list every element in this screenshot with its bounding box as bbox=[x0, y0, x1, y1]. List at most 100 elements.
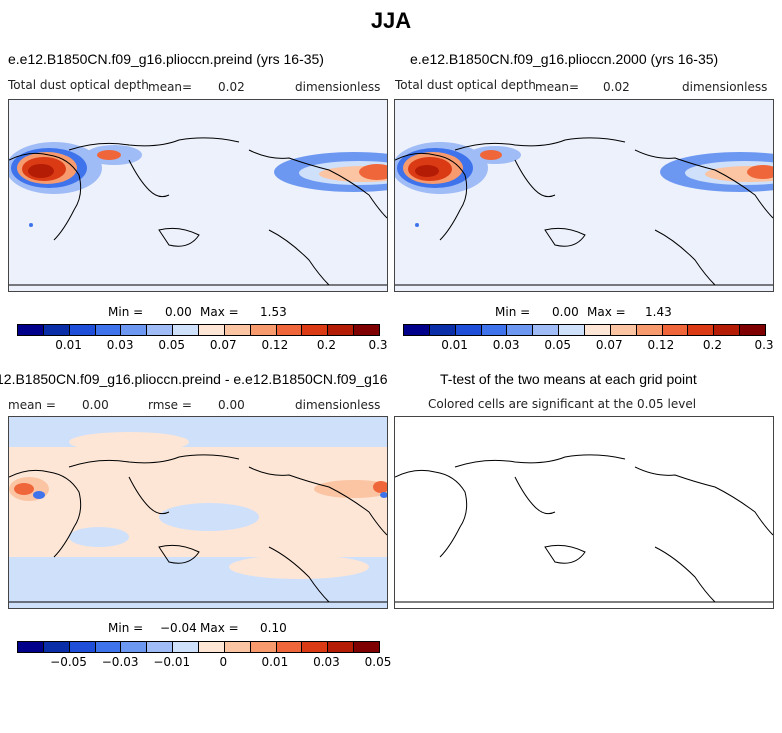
panel3-diff-field bbox=[9, 417, 387, 608]
panel1-map bbox=[8, 99, 388, 292]
colorbar-tick-label: 0.05 bbox=[364, 655, 392, 669]
colorbar-tick-label: −0.01 bbox=[153, 655, 191, 669]
colorbar-segment bbox=[18, 325, 44, 335]
colorbar-tick-label: 0.03 bbox=[492, 338, 520, 352]
colorbar-segment bbox=[662, 325, 689, 335]
colorbar-tick-label: 0.3 bbox=[754, 338, 774, 352]
colorbar-segment bbox=[585, 325, 611, 335]
panel3-title-clip: e.e12.B1850CN.f09_g16.plioccn.preind - e… bbox=[0, 371, 388, 391]
panel1-max-value: 1.53 bbox=[260, 305, 287, 319]
panel2-colorbar bbox=[403, 324, 766, 336]
colorbar-segment bbox=[328, 325, 355, 335]
panel1-min-value: 0.00 bbox=[165, 305, 192, 319]
colorbar-segment bbox=[121, 642, 148, 652]
colorbar-segment bbox=[224, 325, 251, 335]
colorbar-tick-label: 0.01 bbox=[261, 655, 289, 669]
colorbar-segment bbox=[18, 642, 44, 652]
panel4-map-svg bbox=[395, 454, 773, 603]
colorbar-tick-label: 0.2 bbox=[702, 338, 722, 352]
panel4-map bbox=[394, 416, 774, 609]
panel1-max-label: Max = bbox=[200, 305, 239, 319]
colorbar-segment bbox=[354, 325, 380, 335]
colorbar-segment bbox=[302, 325, 329, 335]
panel3-max-value: 0.10 bbox=[260, 621, 287, 635]
colorbar-segment bbox=[173, 325, 200, 335]
colorbar-segment bbox=[121, 325, 148, 335]
colorbar-segment bbox=[199, 325, 225, 335]
colorbar-segment bbox=[95, 325, 122, 335]
colorbar-tick-label: 0.01 bbox=[55, 338, 82, 352]
colorbar-segment bbox=[276, 642, 303, 652]
panel2-units: dimensionless bbox=[682, 80, 768, 94]
colorbar-segment bbox=[533, 325, 560, 335]
panel1-mean-value: 0.02 bbox=[218, 80, 245, 94]
panel3-min-label: Min = bbox=[108, 621, 144, 635]
panel2-map-svg bbox=[395, 100, 773, 291]
colorbar-tick-label: 0 bbox=[219, 655, 228, 669]
panel3-units: dimensionless bbox=[295, 398, 381, 412]
colorbar-segment bbox=[147, 325, 174, 335]
colorbar-tick-label: 0.03 bbox=[106, 338, 134, 352]
colorbar-segment bbox=[455, 325, 482, 335]
panel3-coastlines bbox=[9, 454, 387, 603]
panel3-max-label: Max = bbox=[200, 621, 239, 635]
colorbar-segment bbox=[688, 325, 715, 335]
panel1-dust-field bbox=[9, 100, 387, 291]
colorbar-segment bbox=[302, 642, 329, 652]
colorbar-tick-label: 0.12 bbox=[261, 338, 289, 352]
panel2-max-value: 1.43 bbox=[645, 305, 672, 319]
colorbar-tick-label: 0.07 bbox=[209, 338, 237, 352]
colorbar-segment bbox=[199, 642, 225, 652]
panel2-mean-label: mean= bbox=[535, 80, 580, 94]
panel2-coastlines bbox=[395, 137, 773, 286]
panel3-mean-value: 0.00 bbox=[82, 398, 109, 412]
panel4-subtitle: Colored cells are significant at the 0.0… bbox=[428, 397, 697, 411]
panel2-min-value: 0.00 bbox=[552, 305, 579, 319]
panel1-title: e.e12.B1850CN.f09_g16.plioccn.preind (yr… bbox=[8, 51, 324, 67]
colorbar-segment bbox=[404, 325, 430, 335]
colorbar-segment bbox=[559, 325, 586, 335]
colorbar-segment bbox=[69, 642, 96, 652]
panel3-mean-label: mean = bbox=[8, 398, 56, 412]
panel1-colorbar bbox=[17, 324, 380, 336]
colorbar-segment bbox=[43, 642, 70, 652]
colorbar-tick-label: 0.07 bbox=[595, 338, 623, 352]
colorbar-segment bbox=[481, 325, 508, 335]
panel2-title: e.e12.B1850CN.f09_g16.plioccn.2000 (yrs … bbox=[410, 51, 719, 67]
colorbar-segment bbox=[328, 642, 355, 652]
colorbar-tick-label: 0.01 bbox=[441, 338, 468, 352]
colorbar-tick-label: 0.2 bbox=[316, 338, 336, 352]
panel3-rmse-label: rmse = bbox=[148, 398, 192, 412]
panel3-map-svg bbox=[9, 417, 387, 608]
panel2-map bbox=[394, 99, 774, 292]
panel4-coastlines bbox=[395, 454, 773, 603]
colorbar-segment bbox=[69, 325, 96, 335]
colorbar-tick-label: 0.3 bbox=[368, 338, 388, 352]
panel2-variable: Total dust optical depth bbox=[395, 78, 536, 92]
colorbar-segment bbox=[173, 642, 200, 652]
colorbar-segment bbox=[147, 642, 174, 652]
colorbar-segment bbox=[636, 325, 663, 335]
colorbar-tick-label: 0.05 bbox=[158, 338, 186, 352]
panel1-min-label: Min = bbox=[108, 305, 144, 319]
colorbar-tick-label: 0.03 bbox=[313, 655, 340, 669]
panel1-map-svg bbox=[9, 100, 387, 291]
panel3-min-value: −0.04 bbox=[160, 621, 197, 635]
panel3-title: e.e12.B1850CN.f09_g16.plioccn.preind - e… bbox=[0, 371, 388, 387]
panel2-dust-field bbox=[395, 100, 773, 291]
panel2-min-label: Min = bbox=[495, 305, 531, 319]
panel1-coastlines bbox=[9, 137, 387, 286]
colorbar-segment bbox=[276, 325, 303, 335]
colorbar-tick-label: 0.12 bbox=[647, 338, 675, 352]
colorbar-segment bbox=[95, 642, 122, 652]
page-title: JJA bbox=[370, 8, 412, 33]
panel1-units: dimensionless bbox=[295, 80, 381, 94]
panel1-mean-label: mean= bbox=[148, 80, 193, 94]
panel1-variable: Total dust optical depth bbox=[8, 78, 149, 92]
colorbar-segment bbox=[354, 642, 380, 652]
colorbar-segment bbox=[429, 325, 456, 335]
panel2-max-label: Max = bbox=[587, 305, 626, 319]
colorbar-tick-label: −0.03 bbox=[101, 655, 139, 669]
colorbar-segment bbox=[224, 642, 251, 652]
panel2-mean-value: 0.02 bbox=[603, 80, 630, 94]
